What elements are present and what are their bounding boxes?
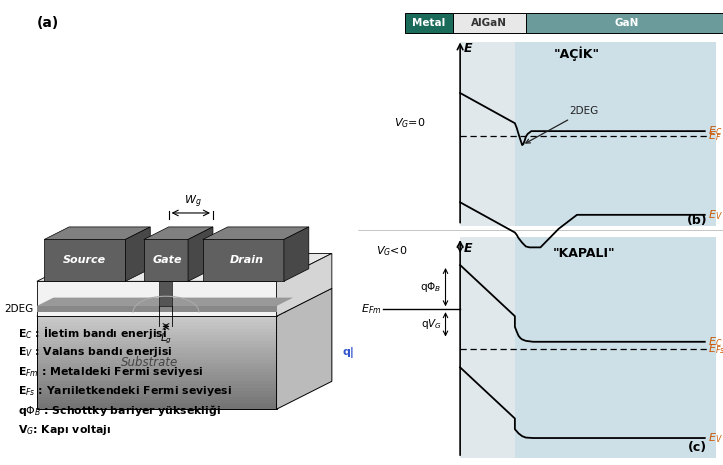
- Text: V$_G$: Kapı voltajı: V$_G$: Kapı voltajı: [19, 423, 111, 437]
- Text: q|: q|: [343, 346, 355, 358]
- Polygon shape: [37, 375, 277, 378]
- Bar: [515, 237, 716, 458]
- Text: $d$: $d$: [289, 293, 298, 305]
- Text: q$\Phi_B$: q$\Phi_B$: [421, 280, 442, 294]
- Polygon shape: [160, 281, 172, 306]
- Text: $V_G$=0: $V_G$=0: [395, 116, 426, 130]
- Text: "KAPALI": "KAPALI": [553, 247, 615, 260]
- Text: $E_{Fm}$: $E_{Fm}$: [361, 302, 382, 316]
- Bar: [460, 42, 515, 226]
- Polygon shape: [160, 275, 185, 281]
- Polygon shape: [203, 227, 309, 239]
- Polygon shape: [37, 281, 277, 316]
- Text: 2DEG: 2DEG: [4, 304, 34, 314]
- Text: q$\Phi_B$ : Schottky bariyer yüksekliği: q$\Phi_B$ : Schottky bariyer yüksekliği: [19, 403, 221, 418]
- Polygon shape: [37, 387, 277, 391]
- Bar: [406, 13, 453, 33]
- Text: E: E: [463, 242, 472, 255]
- Polygon shape: [37, 385, 277, 387]
- Polygon shape: [37, 306, 277, 312]
- Polygon shape: [37, 326, 277, 329]
- Polygon shape: [37, 332, 277, 335]
- Text: $W_g$: $W_g$: [184, 193, 202, 210]
- Text: Substrate: Substrate: [121, 356, 178, 369]
- Polygon shape: [37, 322, 277, 326]
- Text: $V_G$<0: $V_G$<0: [376, 244, 408, 258]
- Text: GaN: GaN: [614, 18, 638, 28]
- Polygon shape: [37, 319, 277, 322]
- Text: Source: Source: [63, 255, 106, 266]
- Text: $L_{gd}$: $L_{gd}$: [187, 274, 204, 288]
- Bar: [453, 13, 526, 33]
- Polygon shape: [37, 353, 277, 357]
- Text: Metal: Metal: [412, 18, 445, 28]
- Polygon shape: [37, 329, 277, 332]
- Polygon shape: [37, 378, 277, 381]
- Bar: [515, 42, 716, 226]
- Polygon shape: [37, 316, 277, 319]
- Polygon shape: [37, 381, 277, 385]
- Polygon shape: [37, 403, 277, 406]
- Polygon shape: [37, 391, 277, 394]
- Text: $E_V$: $E_V$: [709, 208, 723, 222]
- Text: AlGaN: AlGaN: [471, 18, 508, 28]
- Polygon shape: [284, 227, 309, 281]
- Polygon shape: [37, 359, 277, 363]
- Text: 2DEG: 2DEG: [526, 106, 599, 143]
- Bar: [526, 13, 723, 33]
- Bar: [460, 237, 515, 458]
- Polygon shape: [37, 347, 277, 350]
- Polygon shape: [144, 227, 213, 239]
- Text: (c): (c): [688, 441, 707, 454]
- Polygon shape: [37, 372, 277, 375]
- Polygon shape: [44, 227, 150, 239]
- Text: E$_C$ : İletim bandı enerjisi: E$_C$ : İletim bandı enerjisi: [19, 324, 168, 341]
- Text: $E_V$: $E_V$: [709, 431, 723, 445]
- Text: E$_{Fs}$ : Yarıiletkendeki Fermi seviyesi: E$_{Fs}$ : Yarıiletkendeki Fermi seviyes…: [19, 384, 233, 398]
- Polygon shape: [277, 288, 332, 409]
- Text: $L_g$: $L_g$: [160, 332, 172, 346]
- Polygon shape: [144, 239, 188, 281]
- Polygon shape: [37, 369, 277, 372]
- Polygon shape: [37, 357, 277, 359]
- Polygon shape: [125, 227, 150, 281]
- Text: "AÇİK": "AÇİK": [554, 46, 600, 61]
- Text: Drain: Drain: [230, 255, 264, 266]
- Text: (a): (a): [37, 16, 59, 30]
- Polygon shape: [37, 335, 277, 338]
- Polygon shape: [44, 239, 125, 281]
- Text: $L_{gs}$: $L_{gs}$: [127, 274, 142, 288]
- Text: $E_{Fs}$: $E_{Fs}$: [709, 342, 723, 356]
- Polygon shape: [37, 350, 277, 353]
- Polygon shape: [37, 253, 332, 281]
- Polygon shape: [37, 344, 277, 347]
- Text: E$_{Fm}$ : Metaldeki Fermi seviyesi: E$_{Fm}$ : Metaldeki Fermi seviyesi: [19, 365, 204, 379]
- Polygon shape: [37, 394, 277, 397]
- Text: E: E: [463, 42, 472, 55]
- Polygon shape: [203, 239, 284, 281]
- Text: E$_V$ : Valans bandı enerjisi: E$_V$ : Valans bandı enerjisi: [19, 345, 173, 359]
- Polygon shape: [37, 397, 277, 400]
- Text: (b): (b): [687, 214, 708, 227]
- Polygon shape: [37, 288, 332, 316]
- Text: q$V_G$: q$V_G$: [421, 317, 442, 332]
- Text: $E_C$: $E_C$: [709, 335, 723, 349]
- Polygon shape: [37, 341, 277, 344]
- Polygon shape: [37, 298, 293, 306]
- Text: Gate: Gate: [153, 255, 182, 266]
- Polygon shape: [277, 253, 332, 316]
- Polygon shape: [37, 400, 277, 403]
- Text: $E_C$: $E_C$: [709, 124, 723, 138]
- Polygon shape: [188, 227, 213, 281]
- Polygon shape: [37, 363, 277, 366]
- Polygon shape: [37, 338, 277, 341]
- Polygon shape: [37, 366, 277, 369]
- Polygon shape: [37, 406, 277, 409]
- Text: $E_F$: $E_F$: [709, 129, 722, 143]
